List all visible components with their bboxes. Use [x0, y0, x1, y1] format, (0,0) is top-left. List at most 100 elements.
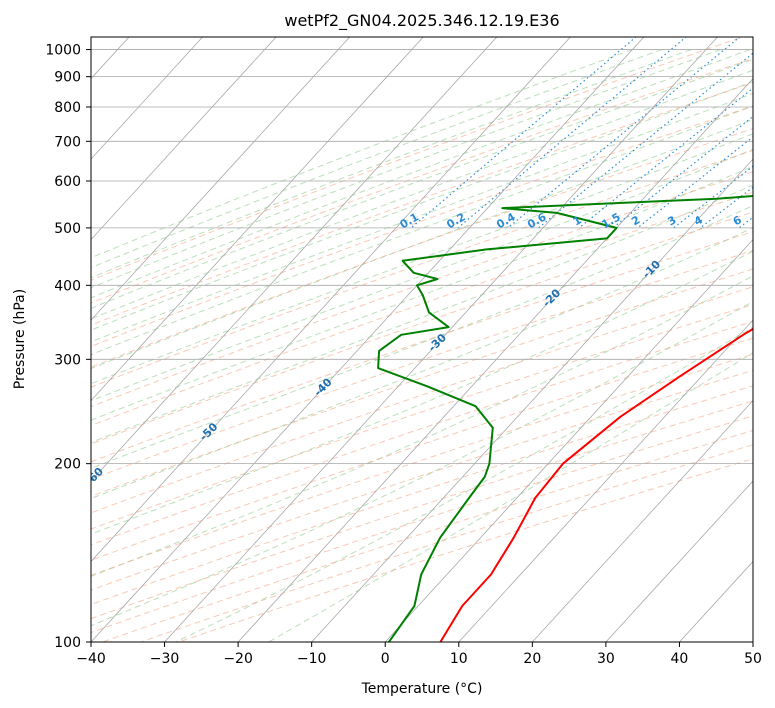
profile-series [377, 194, 753, 642]
isotherm-line [237, 78, 753, 642]
isotherm-line [311, 158, 753, 642]
y-tick-label: 100 [54, 635, 81, 651]
moist-adiabat-line [268, 352, 753, 642]
y-tick-label: 900 [54, 70, 81, 86]
dry-adiabat-line [91, 231, 753, 463]
y-tick-label: 700 [54, 134, 81, 150]
isotherm-line [531, 399, 753, 642]
dry-adiabat-line [91, 149, 753, 388]
moist-adiabat-line [91, 92, 753, 343]
y-axis-ticks: 100 200 300 400 500 600 700 800 900 1000 [45, 43, 91, 651]
x-tick-label: 10 [450, 651, 468, 667]
moist-adiabat-line [91, 58, 753, 309]
isotherm-line [384, 238, 753, 642]
moist-adiabat-line [91, 250, 753, 535]
moist-adiabat-line [91, 105, 753, 356]
dry-adiabat-line [91, 105, 753, 348]
dry-adiabat-line [91, 128, 753, 368]
dry-adiabat-line [91, 320, 753, 546]
isotherm-line [458, 319, 753, 642]
moist-adiabat-line [91, 49, 633, 259]
dry-adiabat-line [91, 57, 753, 304]
moist-adiabat-line [91, 49, 721, 289]
isotherm-line [91, 37, 424, 402]
mixing-ratio-line [457, 37, 687, 229]
moist-adiabat-line [175, 326, 753, 642]
x-tick-label: −40 [76, 651, 106, 667]
temperature-profile-line [439, 327, 753, 642]
y-tick-label: 600 [54, 174, 81, 190]
mixing-ratio-line [612, 115, 753, 229]
moist-adiabat-line [91, 133, 753, 385]
plot-frame [90, 36, 754, 643]
moist-adiabat-line [91, 49, 751, 299]
dewpoint-profile-line [377, 194, 753, 642]
chart-title: wetPf2_GN04.2025.346.12.19.E36 [284, 11, 559, 31]
dry-adiabat-line [91, 337, 753, 561]
isotherm-line [752, 641, 753, 642]
mixing-ratio-line [768, 25, 775, 228]
mixing-ratio-lines [410, 25, 775, 229]
dry-adiabat-line [91, 303, 753, 530]
dry-adiabat-line [91, 385, 753, 606]
moist-adiabat-line [91, 49, 663, 269]
mixing-ratio-label: 8 [759, 213, 772, 228]
moist-adiabat-line [91, 49, 692, 279]
dry-adiabat-line [91, 82, 753, 326]
pressure-grid [91, 49, 753, 642]
moist-adiabats [91, 49, 753, 642]
isotherm-line [91, 37, 645, 642]
mixing-ratio-line [410, 37, 637, 229]
dry-adiabat-line [91, 211, 753, 445]
dry-adiabat-line [91, 268, 753, 497]
dry-adiabat-line [91, 415, 753, 634]
isotherms [0, 25, 753, 669]
moist-adiabat-line [91, 184, 753, 443]
x-tick-label: 20 [523, 651, 541, 667]
isotherm-line [91, 37, 571, 563]
mixing-ratio-line [637, 136, 753, 229]
x-tick-label: 30 [597, 651, 615, 667]
y-tick-label: 200 [54, 457, 81, 473]
x-tick-label: −10 [297, 651, 327, 667]
mixing-ratio-line [507, 37, 741, 229]
dry-adiabat-line [91, 286, 753, 514]
y-tick-label: 800 [54, 100, 81, 116]
moist-adiabat-line [91, 165, 753, 421]
x-axis-title: Temperature (°C) [361, 681, 483, 697]
dry-adiabat-line [91, 353, 753, 576]
y-axis-title: Pressure (hPa) [12, 289, 28, 389]
mixing-ratio-label: 6 [731, 213, 744, 228]
dry-adiabat-line [91, 191, 753, 427]
x-tick-label: 0 [381, 651, 390, 667]
isotherm-line [91, 37, 498, 482]
dry-adiabat-line [91, 171, 753, 408]
x-tick-label: −30 [150, 651, 180, 667]
plot-area: 0.10.20.40.611.52346810131620253036-100-… [0, 25, 775, 669]
isotherm-line [678, 560, 753, 642]
moist-adiabat-line [91, 81, 753, 331]
x-tick-label: 40 [671, 651, 689, 667]
dry-adiabat-line [91, 369, 753, 591]
isotherm-line [164, 37, 719, 642]
isotherm-line [91, 37, 204, 160]
x-axis-ticks: −40 −30 −20 −10 0 10 20 30 40 50 [76, 642, 762, 667]
moist-adiabat-line [91, 300, 753, 627]
mixing-ratio-line [673, 165, 753, 229]
x-tick-label: 50 [744, 651, 762, 667]
isotherm-line [91, 37, 351, 321]
moist-adiabat-line [91, 204, 753, 469]
y-tick-label: 500 [54, 221, 81, 237]
y-tick-label: 1000 [45, 43, 81, 59]
isotherm-line [605, 480, 753, 642]
isotherm-line [0, 25, 66, 669]
y-tick-label: 400 [54, 278, 81, 294]
moist-adiabat-line [91, 69, 753, 320]
isotherm-line [91, 37, 277, 241]
dry-adiabat-line [91, 250, 753, 480]
y-tick-label: 300 [54, 352, 81, 368]
dry-adiabat-line [91, 37, 745, 281]
x-tick-label: −20 [223, 651, 253, 667]
mixing-ratio-label: 3 [665, 213, 678, 228]
